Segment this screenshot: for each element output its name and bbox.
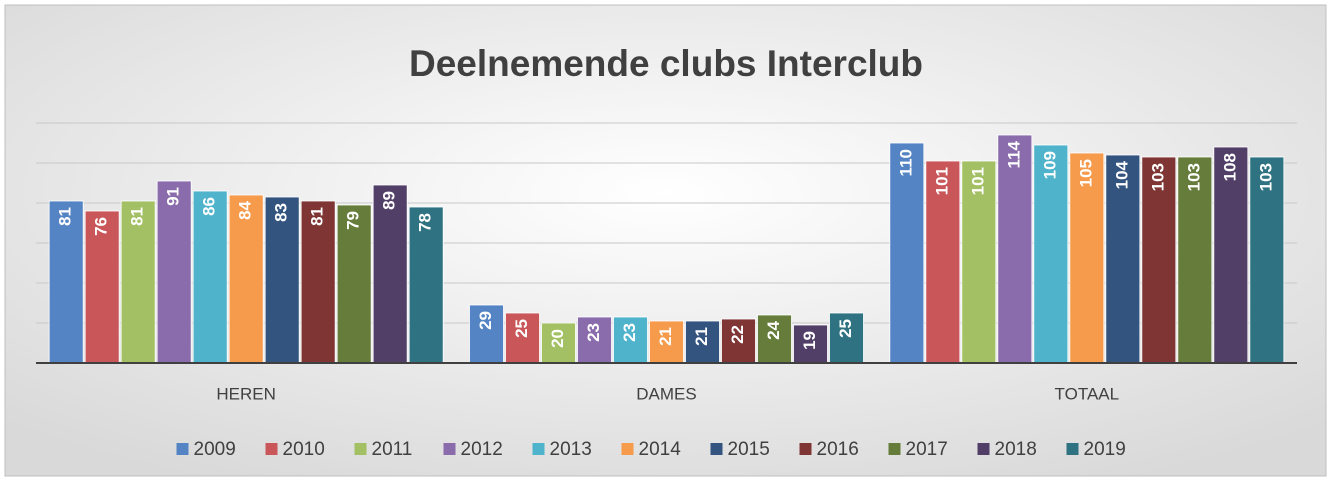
legend-swatch <box>977 443 990 455</box>
bar <box>469 304 504 364</box>
data-label: 101 <box>932 167 951 195</box>
legend-label: 2019 <box>1084 439 1126 460</box>
bar <box>961 160 997 364</box>
legend-label: 2017 <box>906 439 948 460</box>
chart-title: Deelnemende clubs Interclub <box>409 43 923 84</box>
data-label: 109 <box>1040 151 1059 179</box>
bar <box>408 206 444 364</box>
bar <box>889 142 925 364</box>
bar <box>541 322 576 364</box>
legend-label: 2010 <box>283 439 325 460</box>
data-label: 19 <box>800 331 819 350</box>
bar <box>1105 154 1141 364</box>
legend-label: 2014 <box>639 439 682 460</box>
bar <box>1213 146 1249 364</box>
legend-swatch <box>176 443 189 455</box>
bar <box>192 190 228 364</box>
data-label: 83 <box>272 203 291 222</box>
data-label: 29 <box>476 311 495 330</box>
bar <box>505 312 540 364</box>
data-label: 20 <box>548 329 567 348</box>
bar <box>264 196 300 364</box>
legend-label: 2013 <box>550 439 592 460</box>
data-label: 103 <box>1184 163 1203 191</box>
legend-swatch <box>710 443 723 455</box>
data-label: 76 <box>92 217 111 236</box>
bar <box>649 320 684 364</box>
bar <box>48 200 84 364</box>
bar <box>577 316 612 364</box>
bar <box>1069 152 1105 364</box>
data-label: 21 <box>692 327 711 346</box>
bar <box>925 160 961 364</box>
bar <box>1177 156 1213 364</box>
legend-swatch <box>443 443 456 455</box>
data-label: 86 <box>200 197 219 216</box>
data-label: 81 <box>308 207 327 226</box>
bar <box>156 180 192 364</box>
data-label: 24 <box>764 320 783 339</box>
legend-label: 2012 <box>461 439 503 460</box>
legend-label: 2016 <box>817 439 859 460</box>
bar <box>721 318 756 364</box>
legend-label: 2011 <box>372 439 413 460</box>
legend-swatch <box>621 443 634 455</box>
data-label: 22 <box>728 325 747 344</box>
bar <box>300 200 336 364</box>
bar <box>372 184 408 364</box>
data-label: 23 <box>620 323 639 342</box>
data-label: 78 <box>416 213 435 232</box>
legend-swatch <box>1066 443 1079 455</box>
x-tick-label: TOTAAL <box>1055 384 1120 403</box>
legend-label: 2009 <box>194 439 236 460</box>
data-label: 114 <box>1004 140 1023 168</box>
data-label: 101 <box>968 167 987 195</box>
legend-swatch <box>265 443 278 455</box>
data-label: 103 <box>1256 163 1275 191</box>
data-label: 23 <box>584 323 603 342</box>
data-label: 91 <box>164 187 183 206</box>
legend-swatch <box>354 443 367 455</box>
data-label: 110 <box>896 149 915 176</box>
data-label: 108 <box>1220 153 1239 181</box>
legend-label: 2018 <box>995 439 1037 460</box>
bar <box>84 210 120 364</box>
legend-swatch <box>888 443 901 455</box>
bar <box>685 320 720 364</box>
data-label: 81 <box>128 207 147 226</box>
data-label: 84 <box>236 200 255 219</box>
bar <box>1249 156 1285 364</box>
data-label: 105 <box>1076 159 1095 187</box>
data-label: 25 <box>836 319 855 338</box>
bar <box>613 316 648 364</box>
data-label: 104 <box>1112 160 1131 189</box>
legend-swatch <box>532 443 545 455</box>
bar <box>228 194 264 364</box>
data-label: 79 <box>344 211 363 230</box>
legend-label: 2015 <box>728 439 770 460</box>
x-tick-label: DAMES <box>636 384 696 403</box>
bar <box>829 312 864 364</box>
data-label: 103 <box>1148 163 1167 191</box>
bar <box>120 200 156 364</box>
bar <box>757 314 792 364</box>
data-label: 21 <box>656 327 675 346</box>
x-tick-label: HEREN <box>216 384 276 403</box>
legend-swatch <box>799 443 812 455</box>
data-label: 25 <box>512 319 531 338</box>
data-label: 81 <box>56 207 75 226</box>
data-label: 89 <box>380 191 399 210</box>
